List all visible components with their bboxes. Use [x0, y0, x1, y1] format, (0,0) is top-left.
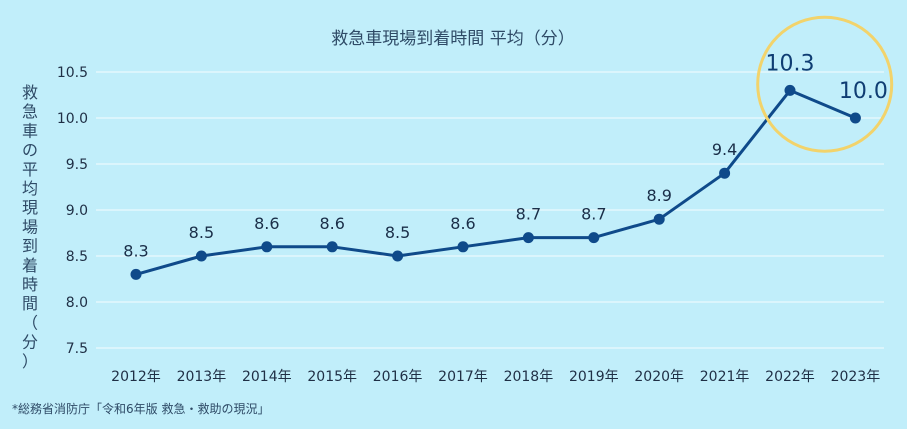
y-tick-label: 10.5 — [57, 65, 88, 81]
data-label: 8.5 — [385, 223, 410, 242]
data-point — [588, 232, 600, 244]
data-label: 8.3 — [123, 241, 148, 260]
x-tick-label: 2012年 — [111, 369, 161, 385]
data-points — [130, 84, 861, 280]
x-tick-label: 2022年 — [765, 369, 815, 385]
data-label: 8.9 — [646, 186, 671, 205]
data-point — [261, 241, 273, 253]
x-tick-label: 2019年 — [569, 369, 619, 385]
data-point — [522, 232, 534, 244]
data-label: 8.5 — [189, 223, 214, 242]
chart-title: 救急車現場到着時間 平均（分） — [331, 29, 574, 49]
data-label: 8.6 — [254, 214, 279, 233]
data-point — [130, 268, 142, 280]
data-label: 8.6 — [319, 214, 344, 233]
x-tick-label: 2014年 — [242, 369, 292, 385]
x-tick-label: 2016年 — [373, 369, 423, 385]
data-point — [653, 213, 665, 225]
x-tick-label: 2013年 — [177, 369, 227, 385]
grid-lines — [96, 71, 884, 349]
y-tick-label: 9.5 — [66, 157, 88, 173]
x-tick-label: 2017年 — [438, 369, 488, 385]
data-label: 8.6 — [450, 214, 475, 233]
data-label: 10.0 — [839, 79, 888, 104]
x-tick-labels: 2012年 2013年 2014年 2015年 2016年 2017年 2018年 2019年… — [111, 369, 880, 385]
data-point — [457, 241, 469, 253]
data-label: 8.7 — [516, 205, 541, 224]
data-point — [719, 167, 731, 179]
y-tick-labels: 7.5 8.0 8.5 9.0 9.5 10.0 10.5 — [57, 65, 88, 357]
x-tick-label: 2018年 — [504, 369, 554, 385]
data-point — [326, 241, 338, 253]
y-tick-label: 8.0 — [66, 295, 88, 311]
x-tick-label: 2015年 — [307, 369, 357, 385]
y-tick-label: 8.5 — [66, 249, 88, 265]
data-label: 8.7 — [581, 205, 606, 224]
x-tick-label: 2020年 — [634, 369, 684, 385]
data-point — [195, 250, 207, 262]
source-note: *総務省消防庁「令和6年版 救急・救助の現況」 — [12, 401, 269, 416]
data-label: 9.4 — [712, 140, 737, 159]
x-tick-label: 2021年 — [700, 369, 750, 385]
data-label: 10.3 — [766, 51, 815, 76]
data-point — [392, 250, 404, 262]
y-axis-label: 救急車の平均現場到着時間（分） — [22, 83, 38, 371]
data-point — [849, 112, 861, 124]
y-tick-label: 9.0 — [66, 203, 88, 219]
y-tick-label: 10.0 — [57, 111, 88, 127]
data-point — [784, 84, 796, 96]
data-labels: 8.3 8.5 8.6 8.6 8.5 8.6 8.7 8.7 8.9 9.4 10.3 10.0 — [123, 51, 888, 260]
highlight-circle — [756, 15, 894, 153]
x-tick-label: 2023年 — [831, 369, 881, 385]
y-tick-label: 7.5 — [66, 341, 88, 357]
series-line — [135, 88, 856, 276]
